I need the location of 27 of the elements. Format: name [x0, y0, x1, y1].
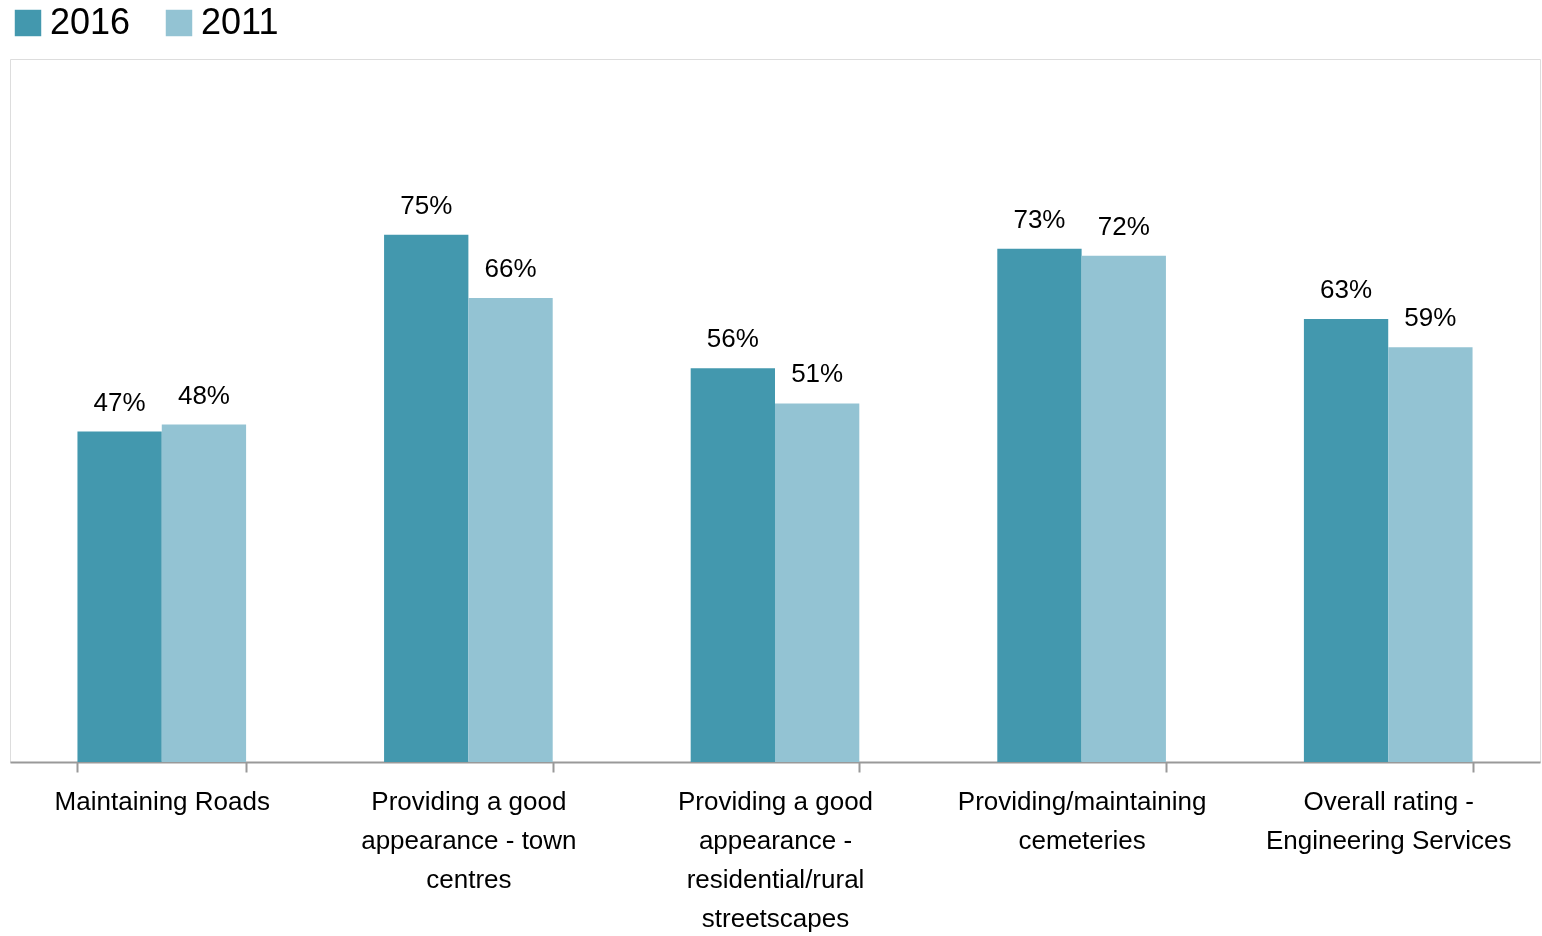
bar — [161, 424, 247, 762]
x-tick-label: Overall rating - Engineering Services — [1265, 785, 1512, 855]
data-label: 47% — [93, 386, 146, 417]
bar — [77, 431, 162, 762]
legend-label: 2016 — [50, 1, 131, 42]
bar — [690, 368, 775, 762]
data-label: 63% — [1320, 274, 1373, 305]
bar — [384, 234, 469, 762]
bar — [1303, 319, 1389, 762]
x-tick-label: Providing a good appearance - residential/rural streetscapes — [677, 785, 874, 933]
x-tick-label: Providing/maintaining cemeteries — [957, 785, 1207, 855]
data-label: 66% — [484, 253, 537, 284]
data-label: 48% — [177, 379, 230, 410]
bar — [775, 403, 860, 762]
bar — [997, 248, 1082, 762]
data-label: 75% — [400, 189, 453, 220]
data-label: 59% — [1404, 302, 1457, 333]
bar — [468, 298, 553, 762]
legend-label: 2011 — [201, 1, 279, 42]
data-label: 56% — [706, 323, 759, 354]
x-tick-label: Maintaining Roads — [54, 785, 270, 816]
data-label: 72% — [1097, 210, 1150, 241]
data-label: 73% — [1013, 203, 1066, 234]
bar — [1388, 347, 1473, 762]
x-tick-label: Providing a good appearance - town centres — [361, 785, 577, 894]
data-label: 51% — [791, 358, 844, 389]
bar — [1081, 255, 1166, 762]
